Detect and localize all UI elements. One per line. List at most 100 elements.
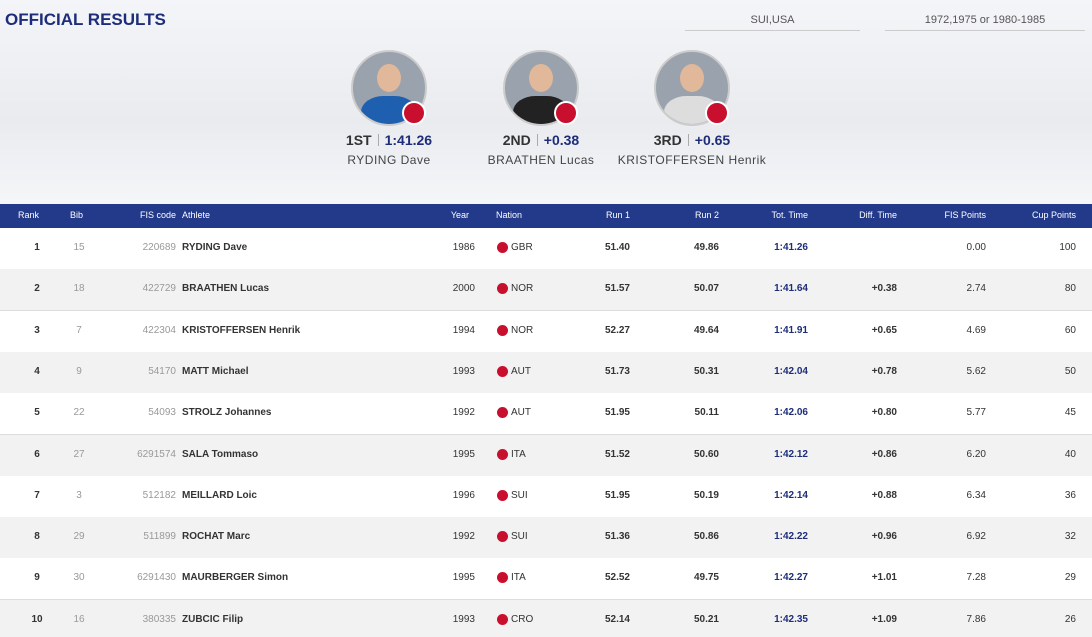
bib-cell: 9	[76, 365, 82, 377]
run1-cell: 51.73	[604, 365, 630, 377]
result-row[interactable]: 3 7 422304 KRISTOFFERSEN Henrik 1994 NOR 52.27…	[0, 310, 1092, 353]
fis-cell: 6.20	[966, 448, 986, 460]
result-row[interactable]: 4 9 54170 MATT Michael 1993 AUT 51.73 50.31 1:42…	[0, 351, 1092, 394]
tot-cell: 1:42.14	[774, 489, 808, 501]
run1-cell: 52.27	[604, 324, 630, 336]
nation-flag	[402, 101, 426, 125]
fis-cell: 5.62	[966, 365, 986, 377]
column-header[interactable]: Run 1	[605, 210, 630, 220]
result-row[interactable]: 5 22 54093 STROLZ Johannes 1992 AUT 51.95 50.11…	[0, 393, 1092, 436]
year-filter[interactable]: 1972,1975 or 1980-1985	[885, 14, 1085, 31]
rank-cell: 3	[34, 324, 40, 336]
athlete-cell: KRISTOFFERSEN Henrik	[182, 324, 301, 336]
bib-cell: 15	[73, 242, 85, 253]
column-header[interactable]: FIS Points	[944, 210, 986, 220]
cup-cell: 45	[1064, 407, 1076, 419]
bib-cell: 22	[73, 407, 85, 419]
tot-cell: 1:42.35	[774, 613, 808, 625]
run1-cell: 51.95	[604, 489, 630, 501]
nation-cell: AUT	[511, 365, 531, 377]
podium-place: 3RD	[653, 132, 682, 148]
nation-cell: GBR	[511, 242, 533, 253]
run1-cell: 51.40	[604, 242, 630, 253]
page-title: OFFICIAL RESULTS	[5, 10, 166, 29]
tot-cell: 1:42.04	[774, 365, 808, 377]
year-cell: 1994	[452, 324, 475, 336]
athlete-cell: MATT Michael	[182, 365, 249, 377]
nation-flag	[497, 448, 508, 460]
head	[529, 64, 553, 92]
result-row[interactable]: 2 18 422729 BRAATHEN Lucas 2000 NOR 51.57 50.07…	[0, 269, 1092, 312]
nation-cell: ITA	[511, 572, 526, 584]
fis-cell: 6.34	[966, 489, 986, 501]
run1-cell: 51.52	[604, 448, 630, 460]
fis-cell: 5.77	[966, 407, 986, 419]
column-header[interactable]: Rank	[18, 210, 40, 220]
nation-flag	[497, 489, 508, 501]
tot-cell: 1:41.64	[774, 283, 808, 295]
result-row[interactable]: 1 15 220689 RYDING Dave 1986 GBR 51.40 49.86 1:4…	[0, 228, 1092, 270]
run2-cell: 50.19	[693, 489, 719, 501]
column-header[interactable]: Run 2	[694, 210, 719, 220]
podium-result: 2ND +0.38	[466, 132, 616, 150]
fis-cell: 6.92	[966, 531, 986, 543]
run2-cell: 50.60	[693, 448, 719, 460]
column-header[interactable]: FIS code	[139, 210, 176, 220]
column-header[interactable]: Tot. Time	[771, 210, 808, 220]
code-cell: 380335	[142, 613, 176, 625]
year-cell: 2000	[452, 283, 475, 295]
fis-cell: 7.28	[966, 572, 986, 584]
cup-cell: 26	[1064, 613, 1076, 625]
code-cell: 6291430	[137, 572, 176, 584]
code-cell: 511899	[143, 531, 176, 543]
nation-cell: SUI	[511, 489, 528, 501]
diff-cell: +0.86	[871, 448, 897, 460]
bib-cell: 29	[73, 531, 85, 543]
podium-time: 1:41.26	[384, 132, 433, 148]
nation-flag	[497, 613, 508, 625]
year-cell: 1993	[452, 613, 475, 625]
column-header[interactable]: Bib	[70, 210, 84, 220]
result-row[interactable]: 8 29 511899 ROCHAT Marc 1992 SUI 51.36 50.86 1:4…	[0, 517, 1092, 560]
nation-filter[interactable]: SUI,USA	[685, 14, 860, 31]
code-cell: 54093	[148, 407, 176, 419]
fis-cell: 0.00	[966, 242, 986, 253]
head	[377, 64, 401, 92]
tot-cell: 1:41.26	[774, 242, 808, 253]
nation-flag	[497, 242, 508, 253]
run1-cell: 52.14	[604, 613, 630, 625]
bib-cell: 3	[76, 489, 82, 501]
diff-cell: +0.88	[871, 489, 897, 501]
year-cell: 1992	[452, 531, 475, 543]
nation-flag	[554, 101, 578, 125]
athlete-cell: RYDING Dave	[182, 242, 248, 253]
cup-cell: 80	[1064, 283, 1076, 295]
athlete-cell: MAURBERGER Simon	[182, 572, 289, 584]
cup-cell: 50	[1064, 365, 1076, 377]
tot-cell: 1:42.12	[774, 448, 808, 460]
tot-cell: 1:42.22	[774, 531, 808, 543]
column-header[interactable]: Cup Points	[1031, 210, 1076, 220]
run2-cell: 50.21	[693, 613, 719, 625]
column-header[interactable]: Athlete	[182, 210, 211, 220]
column-header[interactable]: Year	[450, 210, 469, 220]
rank-cell: 2	[34, 283, 40, 295]
column-header[interactable]: Diff. Time	[859, 210, 897, 220]
athlete-cell: SALA Tommaso	[182, 448, 259, 460]
result-row[interactable]: 7 3 512182 MEILLARD Loic 1996 SUI 51.95 50.19 1:…	[0, 475, 1092, 518]
diff-cell: +0.38	[871, 283, 897, 295]
nation-flag	[497, 283, 508, 295]
bib-cell: 18	[73, 283, 85, 295]
column-header[interactable]: Nation	[496, 210, 523, 220]
run1-cell: 51.57	[604, 283, 630, 295]
year-cell: 1996	[452, 489, 475, 501]
athlete-cell: BRAATHEN Lucas	[182, 283, 270, 295]
nation-flag	[497, 531, 508, 543]
result-row[interactable]: 6 27 6291574 SALA Tommaso 1995 ITA 51.52 50.60 1…	[0, 434, 1092, 477]
bib-cell: 27	[73, 448, 85, 460]
result-row[interactable]: 9 30 6291430 MAURBERGER Simon 1995 ITA 52.52 49…	[0, 558, 1092, 601]
result-row[interactable]: 10 16 380335 ZUBCIC Filip 1993 CRO 52.14 50.21 1…	[0, 599, 1092, 637]
year-cell: 1995	[452, 572, 475, 584]
year-cell: 1995	[452, 448, 475, 460]
